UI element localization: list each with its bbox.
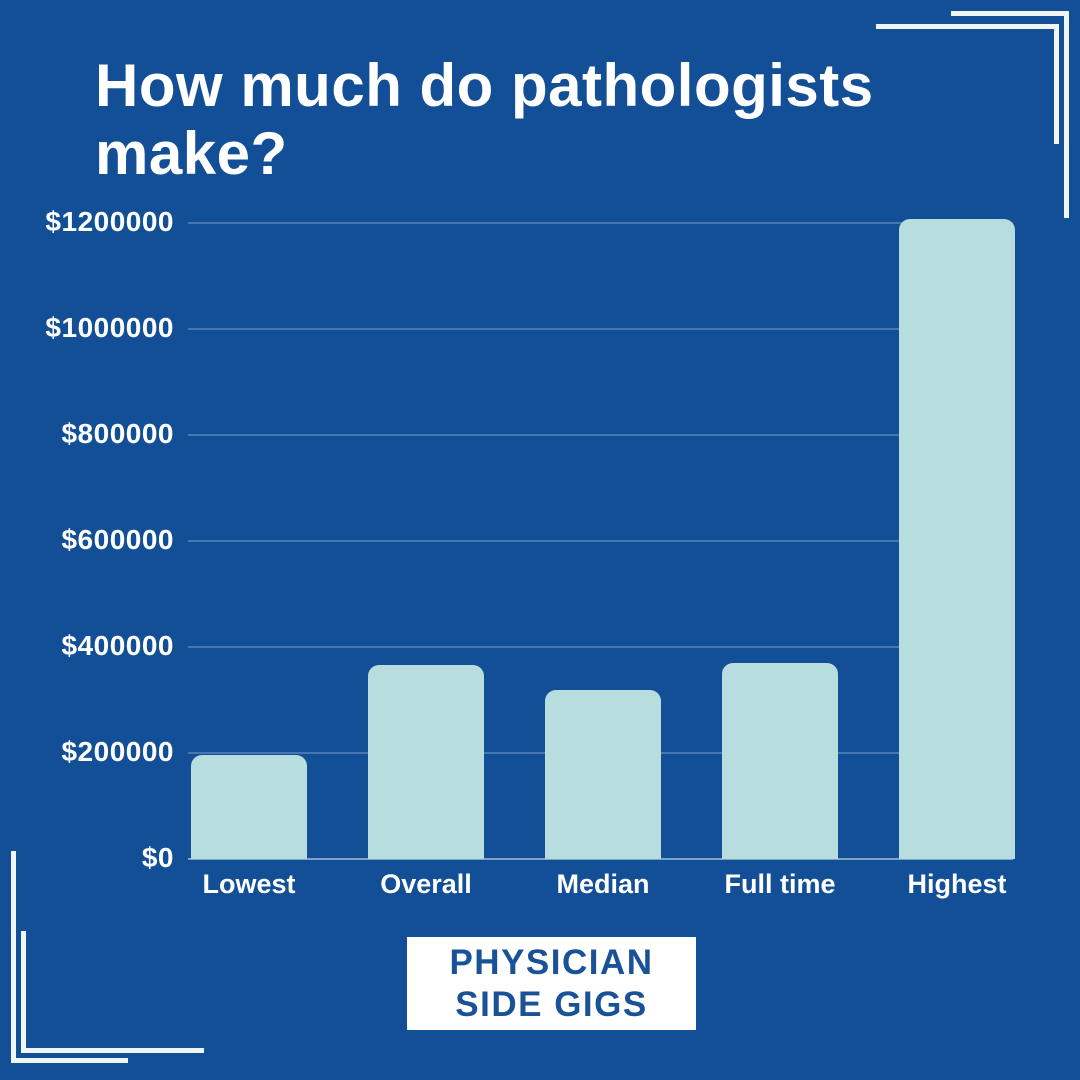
corner-frame-bottom-left-outer xyxy=(11,851,128,1063)
physician-side-gigs-logo: PHYSICIAN SIDE GIGS xyxy=(407,937,696,1030)
gridline-1000000 xyxy=(188,328,1013,330)
x-label-median: Median xyxy=(556,869,650,899)
ytick-label-600000: $600000 xyxy=(61,524,174,555)
corner-frame-top-right-outer xyxy=(951,11,1069,218)
bar-lowest xyxy=(191,754,307,859)
logo-line1: PHYSICIAN xyxy=(449,942,654,982)
ytick-label-1000000: $1000000 xyxy=(45,312,174,343)
corner-frame-bottom-left-inner xyxy=(21,931,204,1053)
logo-line2: SIDE GIGS xyxy=(455,984,648,1024)
corner-frame-top-right-inner xyxy=(876,24,1059,144)
ytick-label-800000: $800000 xyxy=(61,418,174,449)
page-title-line1: How much do pathologists xyxy=(95,52,874,119)
x-label-full-time: Full time xyxy=(724,869,836,899)
bar-full-time xyxy=(722,663,838,859)
ytick-label-200000: $200000 xyxy=(61,736,174,767)
gridline-600000 xyxy=(188,540,1013,542)
x-label-lowest: Lowest xyxy=(202,869,296,899)
x-label-highest: Highest xyxy=(907,869,1007,899)
gridline-1200000 xyxy=(188,222,1013,224)
x-label-overall: Overall xyxy=(380,869,472,899)
ytick-label-1200000: $1200000 xyxy=(45,206,174,237)
ytick-label-0: $0 xyxy=(141,842,174,873)
ytick-label-400000: $400000 xyxy=(61,630,174,661)
gridline-400000 xyxy=(188,646,1013,648)
bar-overall xyxy=(368,665,484,859)
gridline-800000 xyxy=(188,434,1013,436)
page-title-line2: make? xyxy=(95,119,288,187)
bar-highest xyxy=(899,218,1015,859)
page-title: How much do pathologists make? xyxy=(95,52,874,188)
bar-median xyxy=(545,690,661,859)
gridline-0 xyxy=(188,858,1013,860)
